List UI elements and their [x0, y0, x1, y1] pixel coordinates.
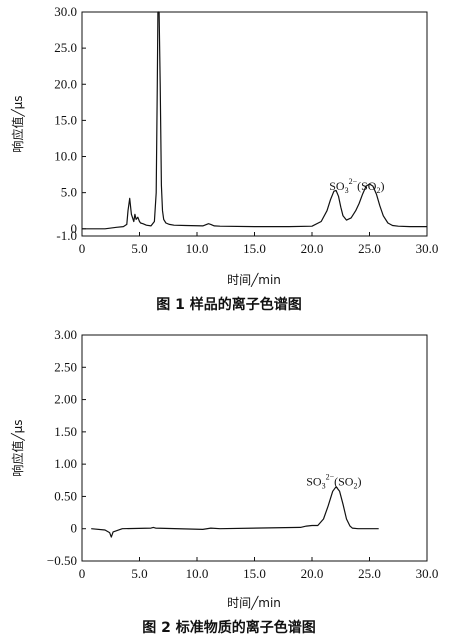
x-tick-label: 5.0	[131, 566, 147, 581]
chart-2: 0 5.0 10.0 15.0 20.0 25.0 30.0 −0.5000.501.001…	[10, 327, 438, 636]
chart-1-y-axis-label: 响应值╱μs	[10, 95, 25, 152]
y-tick-label: 1.00	[54, 456, 77, 471]
y-tick-label: 15.0	[54, 112, 77, 127]
x-tick-label: 15.0	[243, 241, 266, 256]
annot-so: SO	[306, 474, 322, 488]
x-tick-label: 15.0	[243, 566, 266, 581]
x-tick-label: 20.0	[301, 566, 324, 581]
x-tick-label: 25.0	[358, 241, 381, 256]
x-tick-label: 10.0	[186, 241, 209, 256]
y-tick-label: 0.50	[54, 488, 77, 503]
x-tick-label: 5.0	[131, 241, 147, 256]
chart-2-plot-frame	[81, 334, 428, 562]
chart-1-series-line	[82, 11, 427, 230]
annot-sub2: 2	[376, 186, 380, 195]
annot-sub2: 2	[353, 481, 357, 490]
y-tick-label: 1.50	[54, 424, 77, 439]
y-tick-label: 3.00	[54, 327, 77, 342]
annot-sup: 2−	[349, 177, 358, 186]
chart-2-y-ticks: −0.50 0 0.50 1.00 1.50 2.00 2.50 3.00	[47, 327, 86, 568]
y-tick-label: 30.0	[54, 4, 77, 19]
x-tick-label: 25.0	[358, 566, 381, 581]
chart-2-x-axis-label: 时间╱min	[227, 595, 281, 610]
chart-2-peak-annotation: SO32−(SO2)	[306, 472, 361, 490]
chart-1-peak-annotation: SO32−(SO2)	[329, 177, 384, 195]
chart-2-x-ticks: 0 5.0 10.0 15.0 20.0 25.0 30.0	[79, 557, 439, 581]
annot-paren-close: )	[380, 179, 384, 193]
chart-2-series-line	[91, 486, 379, 538]
x-tick-label: 30.0	[416, 241, 439, 256]
y-tick-label: −0.50	[47, 553, 77, 568]
x-tick-label: 0	[79, 241, 86, 256]
chart-1-x-ticks: 0 5.0 10.0 15.0 20.0 25.0 30.0	[79, 232, 439, 256]
y-tick-label: 0	[71, 221, 78, 236]
y-tick-label: 0	[71, 521, 78, 536]
y-tick-label: 10.0	[54, 149, 77, 164]
x-tick-label: 0	[79, 566, 86, 581]
y-tick-label: 2.50	[54, 359, 77, 374]
y-tick-label: 20.0	[54, 76, 77, 91]
annot-so: SO	[329, 179, 345, 193]
y-tick-label: -1.0	[56, 228, 77, 243]
chart-2-caption: 图 2 标准物质的离子色谱图	[142, 619, 316, 636]
y-tick-label: 2.00	[54, 392, 77, 407]
x-tick-label: 20.0	[301, 241, 324, 256]
chart-1-plot-frame	[81, 11, 428, 237]
annot-sub1: 3	[322, 481, 326, 490]
y-tick-label: 25.0	[54, 40, 77, 55]
chart-1-caption: 图 1 样品的离子色谱图	[156, 296, 302, 313]
annot-paren-open: (SO	[357, 179, 377, 193]
y-tick-label: 5.0	[61, 185, 77, 200]
chart-1-x-axis-label: 时间╱min	[227, 272, 281, 287]
x-tick-label: 30.0	[416, 566, 439, 581]
x-tick-label: 10.0	[186, 566, 209, 581]
annot-sup: 2−	[326, 472, 335, 481]
chart-2-y-axis-label: 响应值╱μs	[10, 419, 25, 476]
annot-paren-open: (SO	[334, 474, 354, 488]
annot-paren-close: )	[357, 474, 361, 488]
chart-1-y-ticks: -1.00 5.0 10.0 15.0 20.0 25.0 30.0	[54, 4, 86, 243]
annot-sub1: 3	[345, 186, 349, 195]
chart-1: 0 5.0 10.0 15.0 20.0 25.0 30.0 -1.00 5.0 10.0 15.…	[10, 4, 438, 313]
